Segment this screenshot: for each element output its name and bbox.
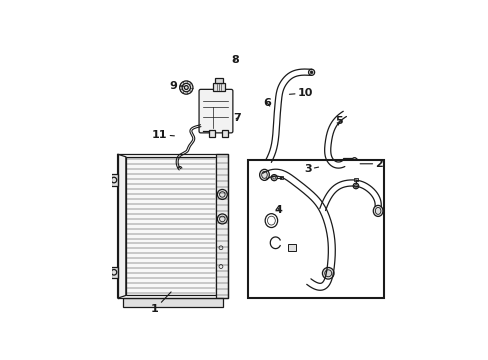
Ellipse shape [352,183,358,189]
Circle shape [217,214,227,224]
Circle shape [182,84,190,92]
Circle shape [266,161,271,165]
Bar [247,159,383,298]
Text: 5: 5 [335,116,343,126]
Circle shape [308,69,314,75]
Bar [354,178,357,181]
Text: 3: 3 [304,164,318,174]
Text: 11: 11 [152,130,174,140]
Text: 2: 2 [359,159,382,169]
Text: 8: 8 [231,55,239,65]
Bar [216,154,228,298]
Text: 7: 7 [233,113,241,123]
Bar [125,157,216,296]
Bar [214,78,223,83]
Ellipse shape [372,205,382,216]
Polygon shape [117,154,125,298]
Text: 10: 10 [289,88,312,98]
Ellipse shape [259,169,269,180]
Polygon shape [110,175,117,185]
Bar [343,158,354,170]
Ellipse shape [270,175,277,181]
Circle shape [184,86,188,90]
Bar [279,176,283,179]
Bar [287,244,296,251]
Bar [123,298,223,307]
Ellipse shape [322,267,333,279]
FancyBboxPatch shape [199,89,232,133]
Text: 1: 1 [150,292,171,314]
Polygon shape [110,267,117,278]
Circle shape [309,71,312,74]
Bar [212,83,224,91]
Circle shape [179,81,193,94]
Text: 6: 6 [263,98,271,108]
Bar [208,130,215,137]
Text: 9: 9 [169,81,183,91]
Bar [221,130,227,137]
Circle shape [217,189,227,199]
Text: 4: 4 [274,204,282,215]
Ellipse shape [350,158,358,170]
